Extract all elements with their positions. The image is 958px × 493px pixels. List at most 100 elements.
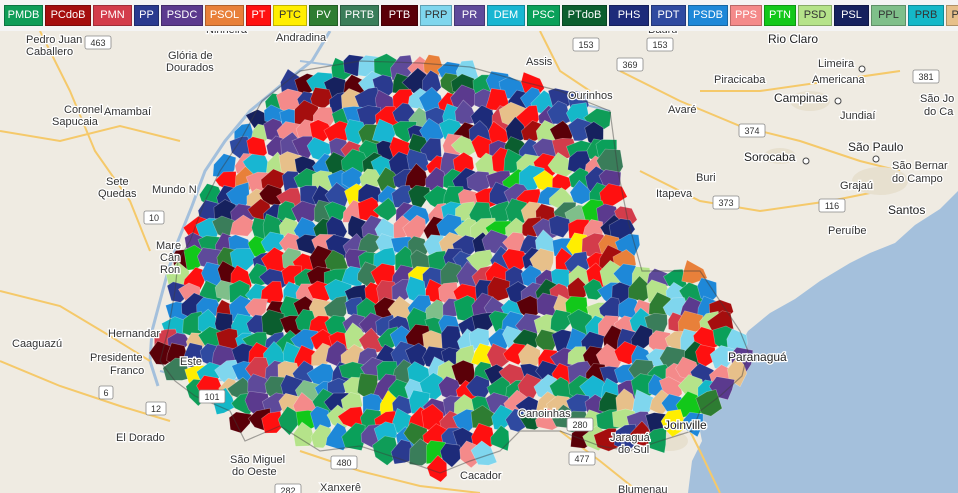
legend-item-pr[interactable]: PR	[454, 5, 485, 26]
municipality[interactable]	[583, 278, 606, 301]
legend-item-psdb[interactable]: PSDB	[688, 5, 728, 26]
road-shield-number: 373	[718, 198, 733, 208]
road-shield	[274, 483, 302, 493]
municipality[interactable]	[646, 426, 667, 454]
legend-item-ppl[interactable]: PPL	[871, 5, 906, 26]
road-shield	[330, 455, 358, 470]
city-dot	[834, 97, 842, 105]
place-label-mare: Mare	[156, 240, 181, 252]
place-label-avare: Avaré	[668, 104, 697, 116]
place-label-pedro-juan: Pedro Juan	[26, 34, 82, 46]
legend-item-psd[interactable]: PSD	[798, 5, 832, 26]
place-label-jundiai: Jundiaí	[840, 110, 875, 122]
municipality[interactable]	[727, 356, 748, 388]
municipality[interactable]	[695, 389, 723, 417]
legend-item-pt[interactable]: PT	[246, 5, 271, 26]
road-shield	[98, 385, 114, 400]
municipality[interactable]	[517, 373, 542, 399]
legend-item-dem[interactable]: DEM	[487, 5, 525, 26]
road-shield-number: 369	[622, 60, 637, 70]
legend-item-prtb[interactable]: PRTB	[340, 5, 379, 26]
place-label-do-sul: do Sul	[618, 444, 649, 456]
party-legend: PMDB PCdoB PMN PP PSDC PSOL PT PTC PV PRTB PTB PRP P…	[0, 0, 958, 32]
legend-item-ptn[interactable]: PTN	[764, 5, 796, 26]
legend-item-prb[interactable]: PRB	[908, 5, 944, 26]
legend-item-psc[interactable]: PSC	[527, 5, 560, 26]
road-shield-number: 480	[336, 458, 351, 468]
place-label-sao-miguel: São Miguel	[230, 454, 285, 466]
legend-item-ptdob[interactable]: PTdoB	[562, 5, 607, 26]
municipality[interactable]	[529, 248, 555, 273]
road-shield	[738, 123, 766, 138]
legend-item-psdc[interactable]: PSDC	[161, 5, 203, 26]
municipality[interactable]	[682, 411, 704, 438]
municipality[interactable]	[372, 435, 400, 466]
municipality[interactable]	[490, 424, 510, 452]
place-label-campinas: Campinas	[774, 91, 828, 105]
municipality[interactable]	[470, 440, 498, 466]
legend-item-psol[interactable]: PSOL	[205, 5, 244, 26]
road-shield-number: 477	[574, 454, 589, 464]
municipality[interactable]	[439, 443, 464, 468]
road-shield	[566, 417, 594, 432]
legend-item-pmn[interactable]: PMN	[93, 5, 132, 26]
legend-item-psb[interactable]: PSB	[946, 5, 958, 26]
municipality[interactable]	[293, 421, 315, 447]
road-shield-number: 381	[918, 72, 933, 82]
municipality-layer[interactable]	[148, 53, 754, 483]
river-parana	[148, 31, 332, 387]
place-label-americana: Americana	[812, 74, 865, 86]
place-label-amambai: Amambaí	[104, 106, 151, 118]
road-shield	[198, 389, 226, 404]
municipality[interactable]	[162, 357, 190, 381]
road-shield-number: 101	[204, 392, 219, 402]
municipality[interactable]	[569, 179, 595, 205]
municipality[interactable]	[426, 454, 448, 483]
municipality[interactable]	[341, 422, 366, 451]
road-shield	[646, 37, 674, 52]
road-shield-number: 12	[151, 404, 161, 414]
place-label-dourados: Dourados	[166, 62, 214, 74]
municipality[interactable]	[310, 424, 332, 449]
municipality[interactable]	[325, 422, 351, 451]
state-outline	[159, 60, 749, 474]
election-map[interactable]: Pedro Juan Caballero Glória de Dourados Coro…	[0, 31, 958, 493]
legend-item-phs[interactable]: PHS	[609, 5, 649, 26]
legend-item-pcdob[interactable]: PCdoB	[45, 5, 91, 26]
municipality[interactable]	[229, 214, 254, 237]
legend-item-psl[interactable]: PSL	[834, 5, 869, 26]
municipality[interactable]	[228, 411, 252, 434]
place-label-sete: Sete	[106, 176, 129, 188]
road-shield-number: 282	[280, 486, 295, 493]
place-label-presidente: Presidente	[90, 352, 143, 364]
road-shield	[145, 401, 167, 416]
place-label-ron: Ron	[160, 264, 180, 276]
place-label-can: Cân	[160, 252, 180, 264]
legend-item-pv[interactable]: PV	[309, 5, 338, 26]
place-label-limeira: Limeira	[818, 58, 855, 70]
place-label-blumenau: Blumenau	[618, 484, 668, 493]
road-shield-number: 116	[825, 201, 839, 211]
place-label-sao-paulo: São Paulo	[848, 140, 904, 154]
municipality[interactable]	[229, 248, 258, 271]
place-label-buri: Buri	[696, 172, 716, 184]
place-label-caballero: Caballero	[26, 46, 73, 58]
legend-item-pp[interactable]: PP	[134, 5, 159, 26]
legend-item-ptc[interactable]: PTC	[273, 5, 307, 26]
ocean	[688, 191, 958, 493]
road-shield	[712, 195, 740, 210]
place-label-ninheira: Ninheira	[206, 31, 248, 36]
city-dot	[872, 155, 880, 163]
legend-item-prp[interactable]: PRP	[420, 5, 452, 26]
legend-item-pps[interactable]: PPS	[730, 5, 762, 26]
municipality[interactable]	[593, 428, 623, 452]
legend-item-pmdb[interactable]: PMDB	[4, 5, 43, 26]
municipality[interactable]	[548, 215, 571, 238]
municipality[interactable]	[261, 410, 283, 434]
legend-item-ptb[interactable]: PTB	[381, 5, 418, 26]
legend-item-pdt[interactable]: PDT	[651, 5, 686, 26]
municipality[interactable]	[372, 197, 398, 222]
municipality[interactable]	[660, 409, 687, 438]
city-dot	[802, 157, 810, 165]
place-label-caaguazu: Caaguazú	[12, 338, 62, 350]
